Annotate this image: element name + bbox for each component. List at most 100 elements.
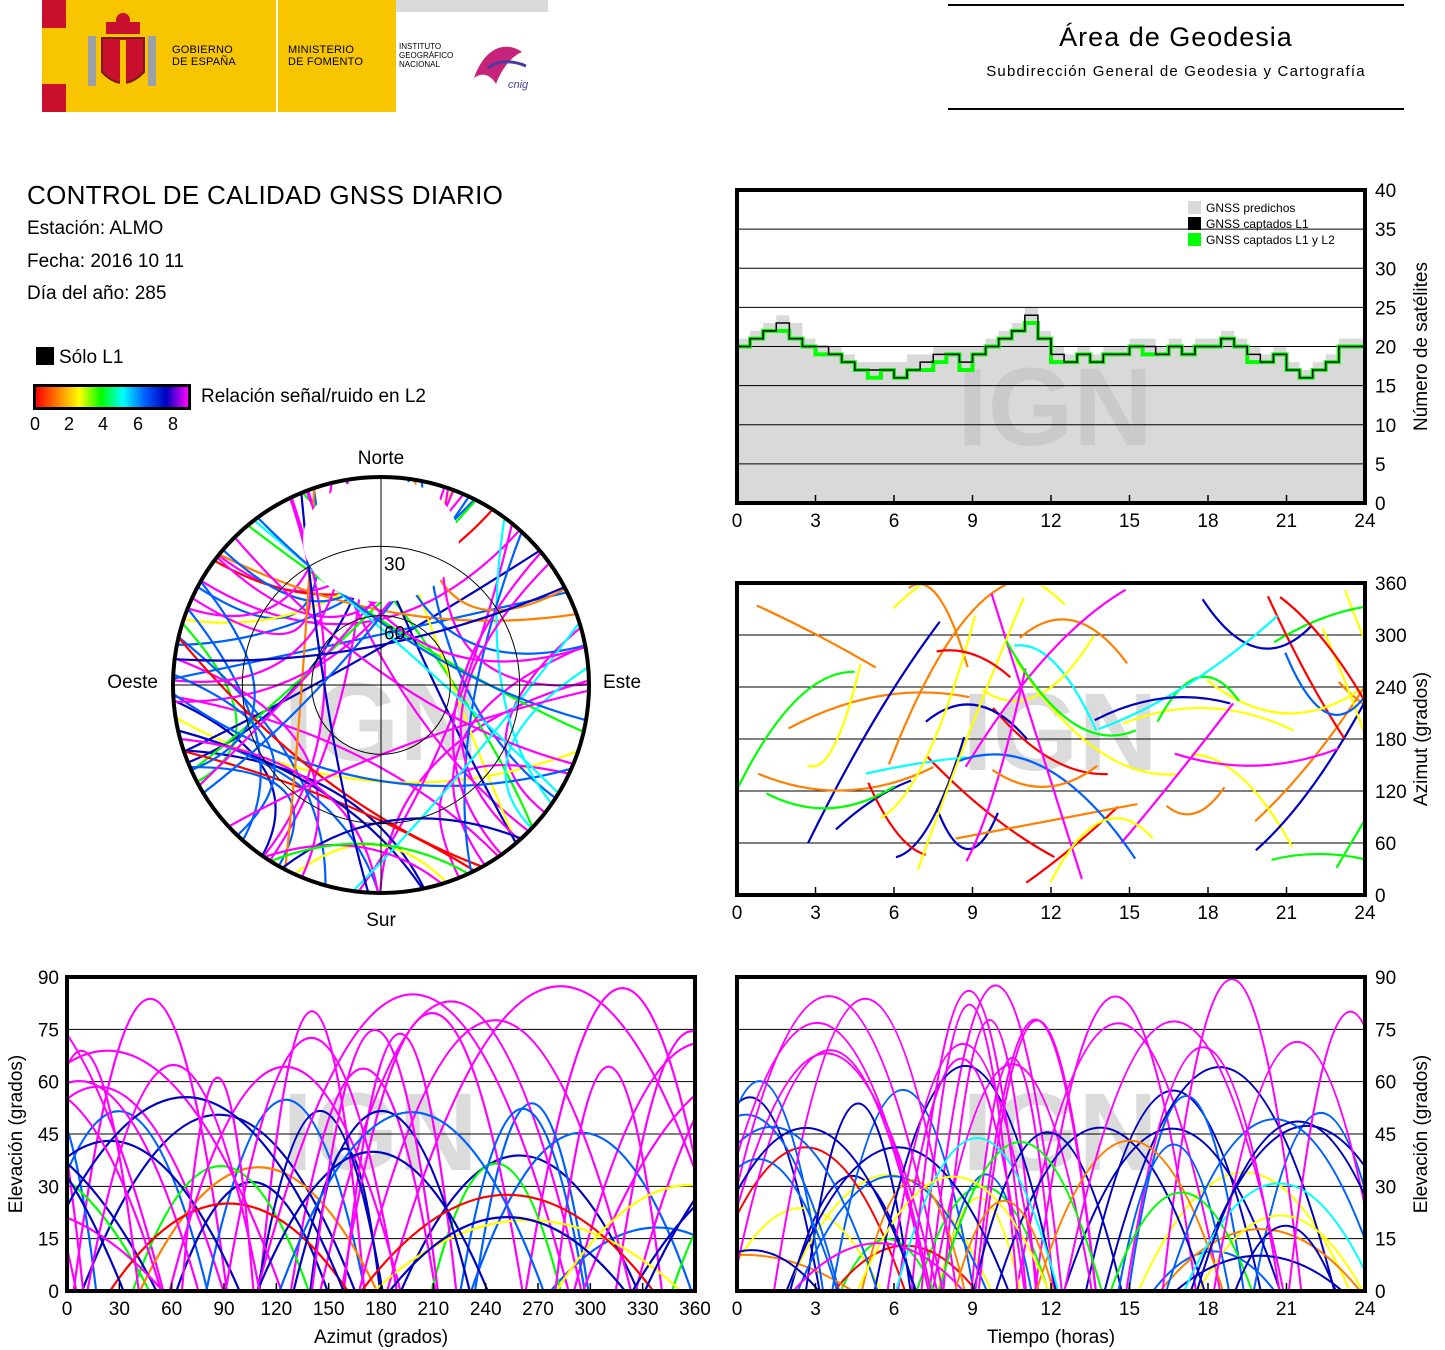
elevation-azimuth-chart: IGN 0 30 60 90 120 150 180 210 240 270 300 330 360 0 15… [6,968,711,1348]
track-group [737,978,1365,1291]
satellite-track [955,802,1138,840]
satellite-track [177,636,327,886]
label-south: Sur [366,910,396,931]
ign-watermark: IGN [962,671,1158,794]
series-l1-line [737,314,1365,379]
satellite-track [737,1022,932,1291]
satellite-track [910,989,1028,1291]
y-tick-label: 120 [1375,782,1407,803]
y-tick-label: 0 [1375,1282,1386,1303]
y-tick-label: 20 [1375,338,1396,359]
satellite-track [228,689,589,828]
x-tick-label: 18 [1197,903,1218,924]
satellite-track [631,1204,695,1291]
satellite-track [67,1174,125,1291]
x-tick-label: 6 [889,903,900,924]
x-tick-label: 0 [732,903,743,924]
satellite-track [886,1043,1040,1291]
y-tick-label: 30 [1375,259,1396,280]
x-tick-label: 3 [810,511,821,532]
satellite-track [935,807,999,851]
y-tick-label: 30 [38,1177,59,1198]
satellite-track [1287,1011,1365,1291]
skyplot-border [171,475,591,895]
satellite-track [174,586,565,662]
x-tick-label: 9 [967,511,978,532]
satellite-track [634,1115,695,1291]
satellite-track [168,1065,402,1291]
satellite-track [1161,978,1303,1291]
x-tick-label: 30 [109,1299,130,1320]
x-tick-label: 21 [1276,903,1297,924]
satellite-track [263,843,443,885]
satellite-track [582,1093,695,1291]
label-north: Norte [358,448,404,469]
satellite-track [990,593,1083,880]
y-tick-label: 10 [1375,416,1396,437]
x-tick-label: 24 [1354,903,1376,924]
satellite-track [737,1249,820,1291]
satellite-track [1201,598,1312,650]
satellite-track [388,1216,627,1291]
satellite-track [737,1126,918,1291]
y-axis-label: Elevación (grados) [1411,1055,1432,1213]
station-label: Estación: ALMO [27,218,164,239]
satellite-track [1337,681,1365,707]
y-tick-label: 0 [1375,494,1386,515]
satellite-track [1062,1127,1282,1291]
satellite-track [463,531,523,873]
satellite-track [218,553,577,622]
satellite-track [991,764,1098,788]
x-tick-label: 9 [967,903,978,924]
gobierno-line2: DE ESPAÑA [172,56,236,68]
satellite-track [247,524,585,733]
satellite-track [737,1146,906,1291]
satellite-track [1183,1182,1365,1291]
satellite-track [183,749,426,889]
y-tick-label: 45 [1375,1125,1396,1146]
x-tick-label: 12 [1040,903,1061,924]
only-l1-label: Sólo L1 [59,347,124,368]
satellite-track [992,707,1108,776]
satellite-track [873,1064,1057,1291]
satellite-track [1234,1225,1337,1291]
satellite-track [1165,1118,1365,1291]
satellite-track [1273,605,1365,644]
x-tick-label: 15 [1119,511,1140,532]
date-label: Fecha: 2016 10 11 [27,251,185,272]
doy-label: Día del año: 285 [27,283,167,304]
satellite-track [860,1179,966,1291]
satellite-track [887,583,1007,765]
satellite-track [554,1065,663,1291]
satellite-track [1174,747,1340,767]
satellite-track [880,615,977,820]
y-tick-label: 25 [1375,298,1396,319]
y-tick-label: 15 [1375,377,1396,398]
satellite-track [67,1079,200,1291]
satellite-track [892,583,1066,610]
x-tick-label: 0 [62,1299,73,1320]
satellite-track [936,649,1012,678]
satellite-track [856,1175,1050,1291]
satellite-track [174,657,320,878]
satellite-track [766,785,896,810]
cnig-text: cnig [508,79,529,91]
x-tick-label: 18 [1197,1299,1218,1320]
satellite-track [737,1049,930,1291]
y-axis-label: Número de satélites [1411,262,1432,431]
satellite-track [173,673,276,837]
satellite-track [867,782,927,856]
satellite-track [804,1102,912,1291]
satellite-track [473,1102,590,1291]
satellite-track [67,1179,151,1291]
x-tick-label: 9 [967,1299,978,1320]
satellite-track [737,1080,825,1291]
y-tick-label: 360 [1375,574,1407,595]
satellite-track [792,1242,965,1291]
snr-label: Relación señal/ruido en L2 [201,386,426,407]
satellite-track [67,1110,209,1291]
